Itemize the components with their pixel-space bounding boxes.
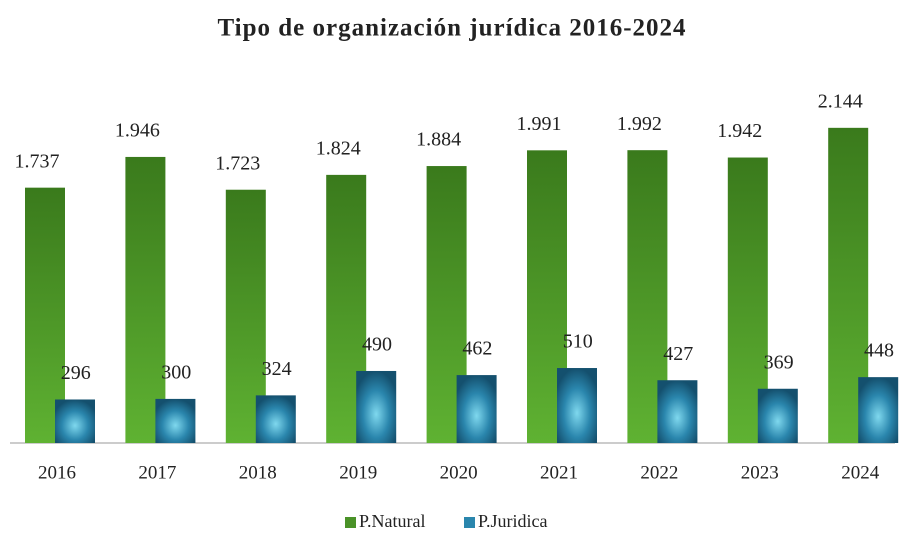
data-label: 324 bbox=[262, 358, 292, 380]
bar bbox=[356, 370, 397, 443]
data-label: 427 bbox=[663, 343, 693, 365]
bar bbox=[757, 388, 798, 443]
x-tick-label: 2023 bbox=[741, 462, 779, 483]
x-tick-label: 2021 bbox=[540, 462, 578, 483]
data-label: 490 bbox=[362, 334, 392, 356]
data-label: 1.737 bbox=[15, 150, 60, 172]
x-tick-label: 2020 bbox=[440, 462, 478, 483]
bar bbox=[55, 399, 95, 443]
legend-swatch bbox=[464, 517, 475, 528]
bar bbox=[125, 156, 166, 444]
data-label: 2.144 bbox=[818, 90, 863, 112]
data-label: 300 bbox=[161, 361, 191, 383]
data-label: 369 bbox=[764, 351, 794, 373]
data-label: 1.824 bbox=[316, 137, 361, 159]
bar bbox=[456, 375, 497, 443]
bar bbox=[657, 380, 698, 443]
data-label: 1.942 bbox=[717, 120, 762, 142]
bar bbox=[155, 398, 196, 443]
data-label: 510 bbox=[563, 331, 593, 353]
data-label: 296 bbox=[61, 362, 91, 384]
legend-label: P.Juridica bbox=[478, 511, 548, 531]
chart-title: Tipo de organización jurídica 2016-2024 bbox=[217, 15, 686, 42]
data-label: 448 bbox=[864, 340, 894, 362]
data-label: 462 bbox=[462, 338, 492, 360]
data-label: 1.723 bbox=[215, 152, 260, 174]
data-label: 1.946 bbox=[115, 120, 160, 142]
data-label: 1.992 bbox=[617, 113, 662, 135]
x-tick-label: 2017 bbox=[138, 462, 176, 483]
x-tick-label: 2018 bbox=[239, 462, 277, 483]
data-label: 1.991 bbox=[517, 113, 562, 135]
bar bbox=[858, 377, 899, 443]
legend-swatch bbox=[345, 517, 356, 528]
bar bbox=[557, 368, 597, 443]
x-tick-label: 2022 bbox=[640, 462, 678, 483]
legend-label: P.Natural bbox=[359, 511, 426, 531]
x-tick-label: 2024 bbox=[841, 462, 880, 483]
data-label: 1.884 bbox=[416, 129, 461, 151]
x-tick-label: 2016 bbox=[38, 462, 76, 483]
bar bbox=[255, 395, 296, 443]
x-tick-label: 2019 bbox=[339, 462, 377, 483]
